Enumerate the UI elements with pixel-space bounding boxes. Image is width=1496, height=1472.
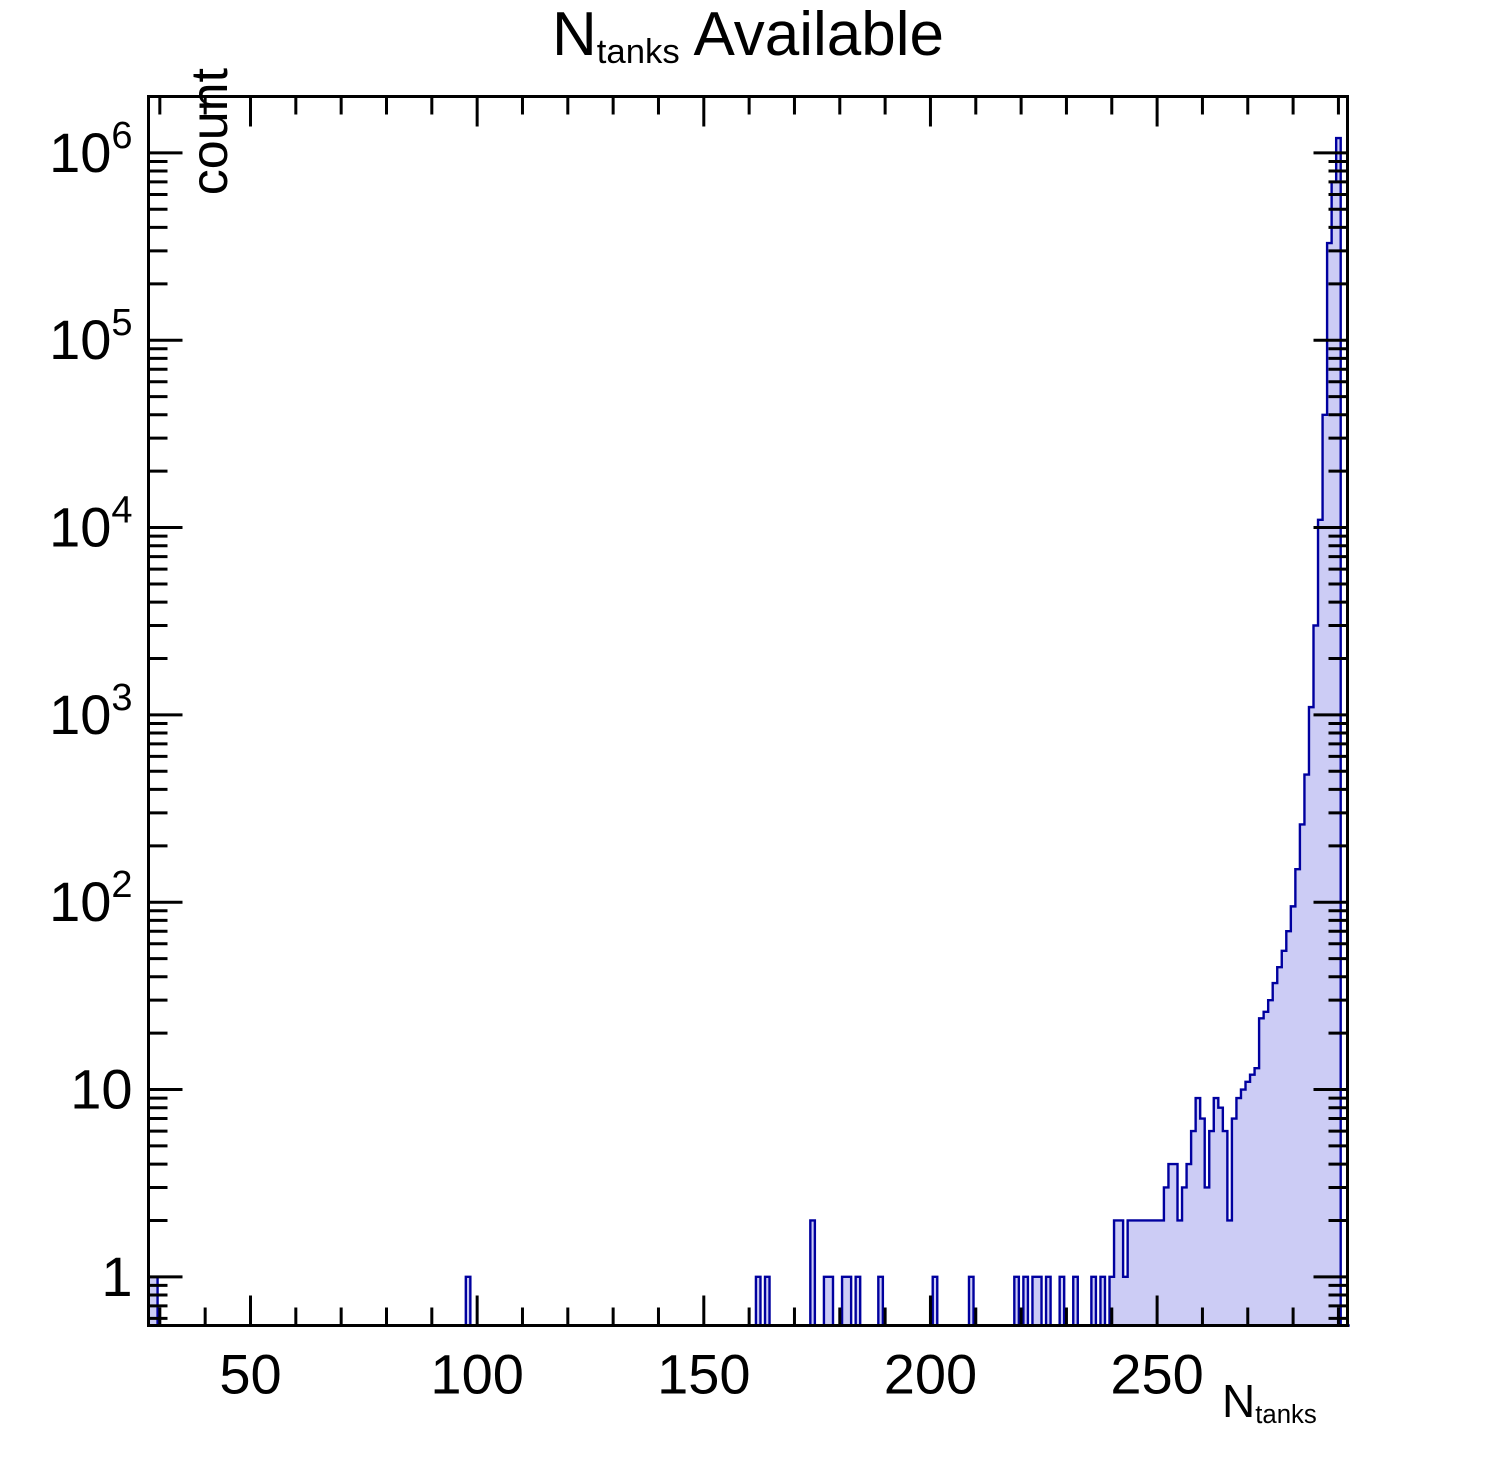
x-axis-title: Ntanks xyxy=(1222,1374,1317,1429)
y-tick-label: 104 xyxy=(49,490,132,559)
histogram-layer xyxy=(147,136,1350,1327)
axis-frame-layer xyxy=(147,95,1349,1327)
x-tick-label: 200 xyxy=(884,1343,977,1406)
x-tick-label: 250 xyxy=(1110,1343,1203,1406)
x-tick-label: 100 xyxy=(430,1343,523,1406)
histogram-fill xyxy=(148,138,1350,1326)
histogram-outline xyxy=(147,136,1350,1327)
plot-title-rest: Available xyxy=(679,0,945,69)
plot-title-main: N xyxy=(551,0,597,69)
plot-title: Ntanks Available xyxy=(0,4,1496,69)
x-tick-label: 150 xyxy=(657,1343,750,1406)
y-tick-label: 106 xyxy=(49,115,132,184)
y-tick-label: 105 xyxy=(49,302,132,371)
tick-label-layer: 50 100 150 200 250 1 10 102 103 104 105 106 xyxy=(49,115,1204,1406)
y-tick-label: 1 xyxy=(101,1245,132,1308)
y-tick-label: 10 xyxy=(70,1058,132,1121)
x-axis-title-subscript: tanks xyxy=(1255,1400,1317,1429)
x-tick-label: 50 xyxy=(219,1343,281,1406)
y-tick-label: 102 xyxy=(49,864,132,933)
x-axis-title-main: N xyxy=(1222,1375,1256,1427)
y-tick-label: 103 xyxy=(49,677,132,746)
axis-frame xyxy=(147,95,1349,1327)
plot-title-subscript: tanks xyxy=(596,32,680,71)
